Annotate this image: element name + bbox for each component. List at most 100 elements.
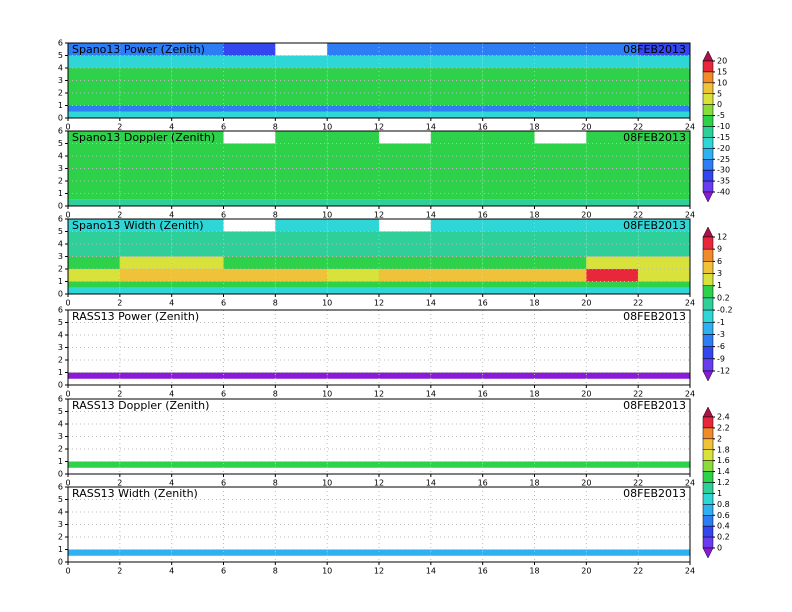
colorbar-segment xyxy=(702,93,714,105)
colorbar-segment xyxy=(702,159,714,171)
x-tick-label: 4 xyxy=(169,299,174,308)
x-tick-label: 24 xyxy=(685,390,695,399)
y-tick-label: 2 xyxy=(58,177,63,186)
x-tick-label: 14 xyxy=(426,211,436,220)
heat-cell xyxy=(482,68,535,81)
x-tick-label: 16 xyxy=(478,390,488,399)
y-tick-label: 2 xyxy=(58,265,63,274)
heat-cell xyxy=(223,55,276,68)
colorbar-label: 0.6 xyxy=(717,511,730,520)
colorbar-segment xyxy=(702,82,714,95)
heat-cell xyxy=(223,461,276,468)
y-tick-label: 0 xyxy=(58,114,63,123)
heat-cell xyxy=(275,269,328,282)
x-tick-label: 2 xyxy=(117,211,122,220)
heat-cell xyxy=(482,43,535,56)
heat-cell xyxy=(430,231,483,244)
heat-cell xyxy=(586,287,639,294)
heat-cell xyxy=(430,372,483,379)
heat-cell xyxy=(638,461,690,468)
heat-cell xyxy=(482,199,535,206)
heat-cell xyxy=(534,219,587,232)
heat-cell xyxy=(586,43,639,56)
heat-cell xyxy=(223,181,276,194)
x-tick-label: 22 xyxy=(633,390,643,399)
heat-cell xyxy=(379,143,431,156)
heat-cell xyxy=(119,168,172,181)
y-tick-label: 2 xyxy=(58,533,63,542)
y-tick-label: 1 xyxy=(58,101,63,110)
heat-cell xyxy=(327,143,379,156)
x-tick-label: 10 xyxy=(322,123,332,132)
colorbar-label: 5 xyxy=(717,89,722,98)
x-tick-label: 6 xyxy=(221,211,226,220)
heat-cell xyxy=(482,256,535,269)
heat-cell xyxy=(275,143,328,156)
colorbar-label: 1.6 xyxy=(717,456,730,465)
heat-cell xyxy=(379,55,431,68)
colorbar-segment xyxy=(702,148,714,160)
colorbar-arrow xyxy=(702,406,714,418)
heat-cell xyxy=(68,68,120,81)
heat-cell xyxy=(379,93,431,106)
heat-cell xyxy=(171,219,224,232)
x-tick-label: 8 xyxy=(273,211,278,220)
colorbar-segment xyxy=(702,515,714,527)
y-tick-label: 4 xyxy=(58,508,63,517)
heat-cell xyxy=(379,281,431,288)
plot-frame xyxy=(67,218,691,295)
x-tick-label: 6 xyxy=(221,299,226,308)
heat-cell xyxy=(638,269,690,282)
x-tick-label: 24 xyxy=(685,567,695,576)
heat-cell xyxy=(430,244,483,257)
heat-cell xyxy=(638,244,690,257)
panel-title: RASS13 Doppler (Zenith) xyxy=(72,399,209,412)
heat-cell xyxy=(379,105,431,112)
heat-cell xyxy=(275,55,328,68)
heat-cell xyxy=(586,549,639,556)
heat-cell xyxy=(327,244,379,257)
x-tick-label: 16 xyxy=(478,299,488,308)
x-tick-label: 16 xyxy=(478,567,488,576)
heat-cell xyxy=(171,287,224,294)
panel-date: 08FEB2013 xyxy=(623,131,686,144)
heat-cell xyxy=(586,269,639,282)
heat-cell xyxy=(430,111,483,118)
heat-cell xyxy=(430,549,483,556)
x-tick-label: 8 xyxy=(273,567,278,576)
heat-cell xyxy=(223,231,276,244)
x-tick-label: 24 xyxy=(685,479,695,488)
x-tick-label: 6 xyxy=(221,567,226,576)
colorbar-label: -35 xyxy=(717,177,730,186)
heat-cell xyxy=(119,80,172,93)
x-tick-label: 4 xyxy=(169,479,174,488)
heat-cell xyxy=(482,269,535,282)
colorbar-segment xyxy=(702,248,714,262)
heat-cell xyxy=(119,181,172,194)
heat-cell xyxy=(119,269,172,282)
heat-cell xyxy=(586,131,639,144)
heat-cell xyxy=(430,105,483,112)
heat-cell xyxy=(119,461,172,468)
heat-cell xyxy=(430,168,483,181)
heat-cell xyxy=(482,281,535,288)
heat-cell xyxy=(171,193,224,200)
colorbar-label: -3 xyxy=(717,330,725,339)
panel-date: 08FEB2013 xyxy=(623,310,686,323)
heat-cell xyxy=(430,281,483,288)
heat-cell xyxy=(534,111,587,118)
heat-cell xyxy=(275,156,328,169)
heat-cell xyxy=(327,231,379,244)
heat-cell xyxy=(327,168,379,181)
y-tick-label: 3 xyxy=(58,343,63,352)
y-tick-label: 6 xyxy=(58,483,63,492)
heat-cell xyxy=(275,287,328,294)
heat-cell xyxy=(275,281,328,288)
x-tick-label: 6 xyxy=(221,479,226,488)
y-tick-label: 4 xyxy=(58,331,63,340)
heat-cell xyxy=(534,43,587,56)
y-tick-label: 1 xyxy=(58,277,63,286)
heat-cell xyxy=(430,287,483,294)
heat-cell xyxy=(68,55,120,68)
